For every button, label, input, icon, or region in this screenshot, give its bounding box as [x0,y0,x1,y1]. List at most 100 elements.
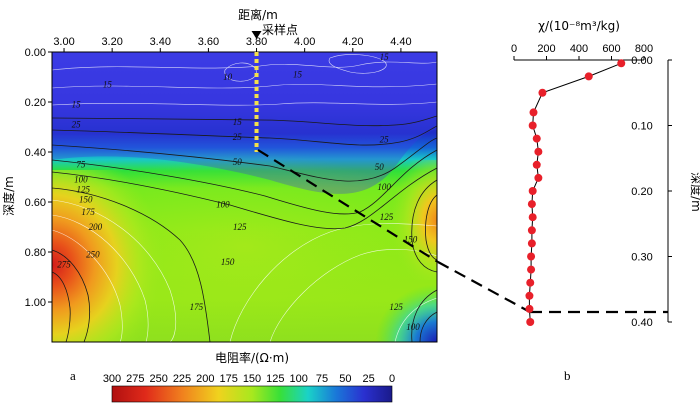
contour-label: 50 [375,162,385,172]
colorbar-tick-label: 125 [266,373,284,385]
colorbar-tick-label: 150 [243,373,261,385]
colorbar-tick-label: 225 [173,373,191,385]
panel-b-label: b [564,368,571,383]
x-tick-label: 3.60 [198,36,219,48]
data-point [525,291,534,300]
y-tick-label: 0.80 [25,247,46,259]
sample-point-label: 采样点 [262,22,298,37]
contour-label: 125 [233,222,247,232]
contour-label: 100 [216,200,230,210]
data-point [534,147,543,156]
contour-label: 75 [76,160,86,170]
y-tick-label: 0.40 [25,147,46,159]
heatmap-field [52,52,437,342]
colorbar-tick-label: 75 [316,373,328,385]
data-point [532,134,541,143]
data-point [532,160,541,169]
contour-label: 15 [72,100,82,110]
data-point [528,187,537,195]
y-tick-label: 0.30 [631,252,652,264]
panel-b-y-ticks: 0.00 0.10 0.20 0.30 0.40 [631,55,672,329]
contour-label: 175 [190,302,204,312]
data-point [527,239,536,248]
contour-label: 200 [89,222,103,232]
y-tick-label: 1.00 [25,297,46,309]
panel-a-y-label: 深度/m [1,176,16,216]
contour-label: 150 [221,257,235,267]
contour-label: 10 [223,72,233,82]
x-tick-label: 4.40 [390,36,411,48]
data-point [526,278,535,287]
colorbar-label: 电阻率/(Ω·m) [215,350,289,365]
x-tick-label: 0 [511,43,517,55]
panel-a-frame [51,51,438,343]
contour-label: 175 [81,207,95,217]
data-point [527,252,536,261]
contour-lines-dark [52,115,437,342]
contour-label: 125 [389,302,403,312]
y-tick-label: 0.00 [25,47,46,59]
x-tick-label: 3.80 [246,36,267,48]
contour-label: 125 [380,212,394,222]
x-tick-label: 3.40 [150,36,171,48]
panel-b-y-label: 深度/m [689,172,700,212]
panel-a-x-ticks: 3.00 3.20 3.40 3.60 3.80 4.00 4.20 4.40 [53,36,412,52]
x-tick-label: 200 [537,43,555,55]
resistivity-section: 3.00 3.20 3.40 3.60 3.80 4.00 4.20 4.40 0.00 0.2… [1,7,438,403]
x-tick-label: 3.00 [53,36,74,48]
contour-label: 15 [293,70,303,80]
x-tick-label: 3.20 [101,36,122,48]
contour-label: 15 [103,80,113,90]
data-point [527,200,536,209]
contour-label: 250 [86,250,100,260]
x-tick-label: 4.00 [294,36,315,48]
data-point [617,59,626,68]
contour-label: 150 [79,195,93,205]
contour-label: 50 [233,157,243,167]
contour-label: 15 [233,117,243,127]
contour-label: 100 [406,322,420,332]
colorbar-tick-label: 250 [149,373,167,385]
x-tick-label: 4.20 [342,36,363,48]
colorbar-tick-label: 300 [103,373,121,385]
data-point [525,304,534,313]
data-point [528,121,537,130]
colorbar-tick-label: 100 [289,373,307,385]
contour-label: 25 [72,120,82,130]
colorbar [111,385,393,403]
data-point [527,226,536,235]
susceptibility-points [525,59,626,326]
data-point [538,88,547,97]
colorbar-tick-label: 275 [126,373,144,385]
colorbar-tick-label: 200 [196,373,214,385]
data-point [534,173,543,182]
colorbar-tick-label: 50 [339,373,351,385]
panel-a-label: a [70,368,76,383]
contour-label: 150 [404,235,418,245]
panel-b-x-ticks: 0 200 400 600 800 [511,43,653,60]
colorbar-tick-label: 0 [389,373,395,385]
contour-label: 25 [233,132,243,142]
colorbar-tick-label: 25 [363,373,375,385]
data-point [529,108,538,117]
data-point [527,265,536,274]
susceptibility-profile: 0 200 400 600 800 0.00 0.10 0.20 0.30 0.40 χ/(10… [511,19,700,383]
contour-label: 125 [77,185,91,195]
y-tick-label: 0.40 [631,317,652,329]
contour-label: 100 [74,175,88,185]
x-tick-label: 600 [602,43,620,55]
y-tick-label: 0.20 [631,186,652,198]
y-tick-label: 0.60 [25,197,46,209]
connector-lines [257,149,668,314]
panel-a-x-label: 距离/m [238,7,278,22]
y-tick-label: 0.00 [631,55,652,67]
contour-label: 25 [380,135,390,145]
contour-label: 15 [380,52,390,62]
y-tick-label: 0.20 [25,97,46,109]
y-tick-label: 0.10 [631,121,652,133]
x-tick-label: 400 [570,43,588,55]
panel-b-x-label: χ/(10⁻⁸m³/kg) [538,19,620,33]
colorbar-ticks: 300 275 250 225 200 175 150 125 100 75 50 25 0 [103,373,395,385]
colorbar-tick-label: 175 [219,373,237,385]
data-point [526,318,535,326]
